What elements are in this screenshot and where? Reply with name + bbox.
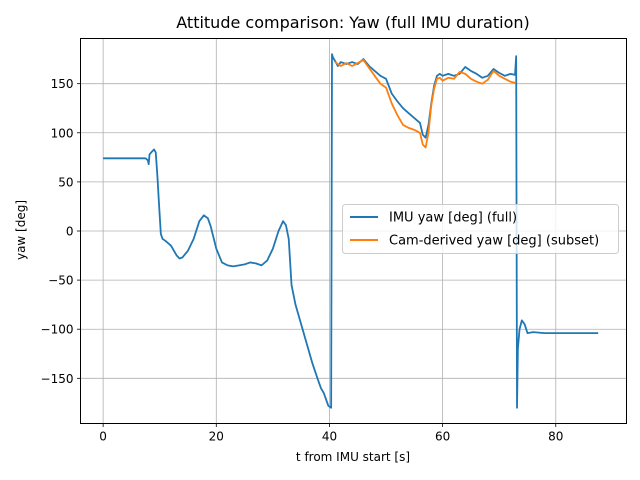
y-tick-label: 0 <box>66 225 74 239</box>
cam-yaw-line <box>334 59 516 149</box>
ticks: 0 20 40 60 80 −150 −100 −50 0 50 100 150 <box>41 77 564 443</box>
grid <box>80 38 627 424</box>
imu-yaw-line <box>103 53 599 409</box>
legend: IMU yaw [deg] (full) Cam-derived yaw [de… <box>342 204 619 254</box>
y-tick-label: 150 <box>51 77 74 91</box>
y-tick-label: −100 <box>41 323 74 337</box>
legend-box <box>342 204 619 254</box>
series-layer <box>103 53 599 409</box>
x-tick-label: 20 <box>209 430 224 444</box>
y-tick-label: −150 <box>41 372 74 386</box>
x-axis-label: t from IMU start [s] <box>296 450 410 464</box>
chart-title: Attitude comparison: Yaw (full IMU durat… <box>176 13 529 32</box>
y-axis-label: yaw [deg] <box>14 200 28 260</box>
y-tick-label: 50 <box>58 175 73 189</box>
x-tick-label: 60 <box>435 430 450 444</box>
x-tick-label: 40 <box>322 430 337 444</box>
y-tick-label: 100 <box>51 126 74 140</box>
legend-label-cam: Cam-derived yaw [deg] (subset) <box>389 234 599 249</box>
y-tick-label: −50 <box>48 274 73 288</box>
x-tick-label: 80 <box>548 430 563 444</box>
x-tick-label: 0 <box>99 430 107 444</box>
legend-label-imu: IMU yaw [deg] (full) <box>389 211 517 226</box>
